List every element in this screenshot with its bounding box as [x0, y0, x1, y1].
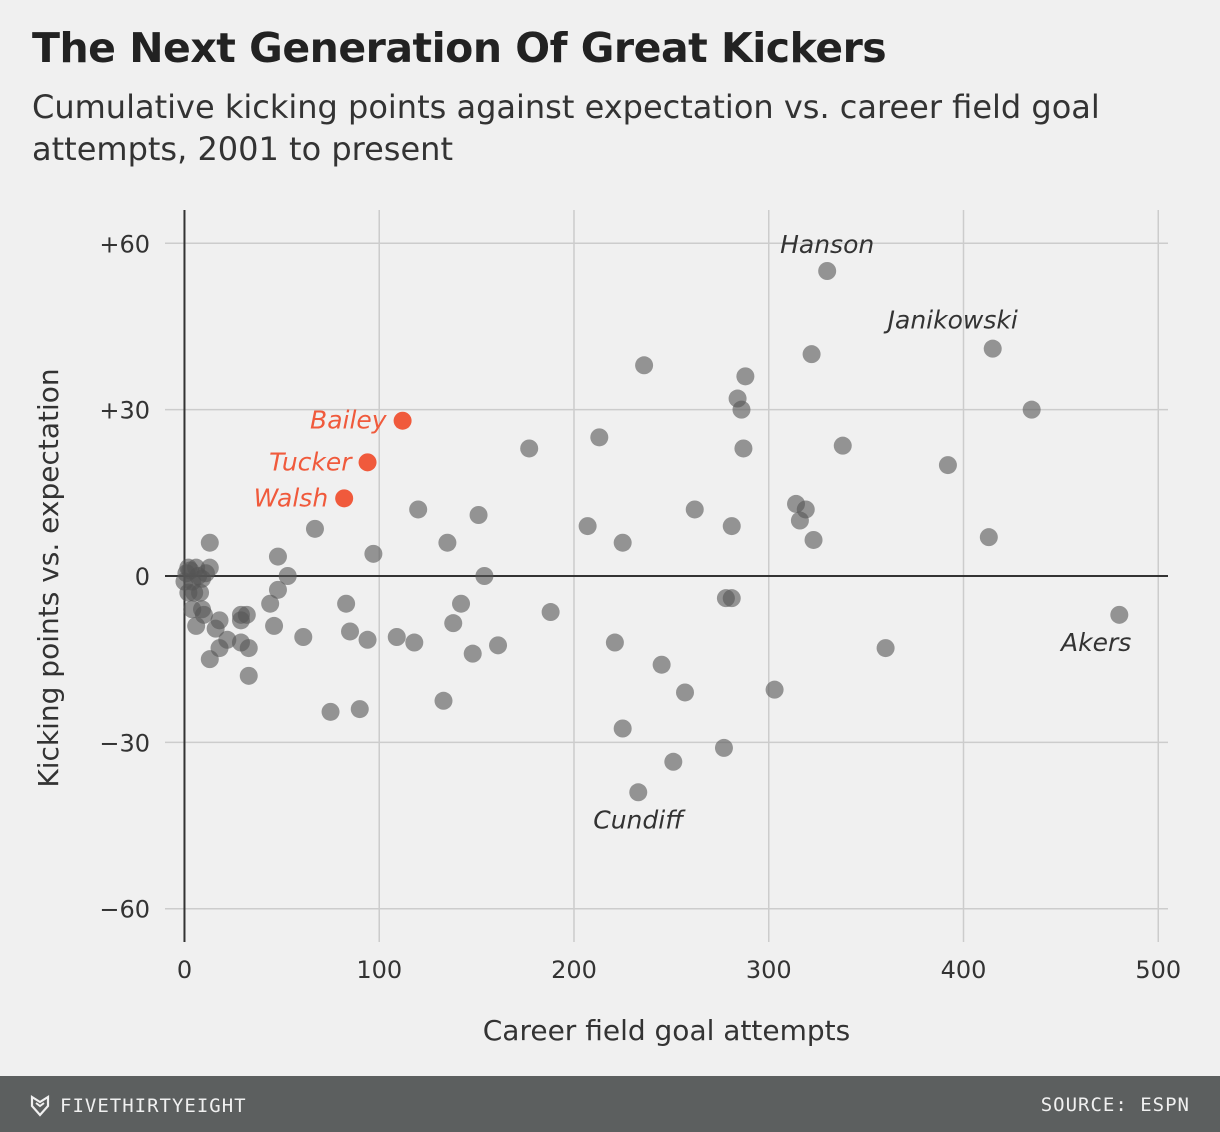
data-point [635, 356, 654, 375]
data-point [802, 345, 821, 364]
data-point [613, 533, 632, 552]
annotation-label: Akers [1059, 628, 1131, 657]
data-point [265, 616, 284, 635]
data-point [294, 628, 313, 646]
data-point [444, 614, 463, 633]
highlight-label: Bailey [310, 406, 388, 435]
data-point [387, 628, 406, 646]
data-point [1110, 605, 1129, 624]
data-point [187, 616, 206, 635]
data-point [652, 655, 671, 674]
highlight-label: Walsh [254, 483, 329, 512]
data-point [409, 500, 428, 519]
data-point [358, 630, 377, 649]
data-point [804, 530, 823, 549]
data-point [736, 367, 755, 386]
data-point [364, 544, 383, 563]
data-point [541, 603, 560, 622]
data-point [200, 650, 219, 669]
data-point [231, 611, 250, 630]
x-tick-label: 500 [1135, 956, 1181, 984]
data-point [979, 528, 998, 547]
annotation-label: Hanson [780, 230, 874, 259]
data-point [722, 517, 741, 536]
annotation-label: Janikowski [883, 306, 1018, 335]
data-point [239, 666, 258, 685]
data-point [305, 519, 324, 538]
data-point [434, 691, 453, 710]
data-point [261, 594, 280, 613]
x-tick-label: 400 [941, 956, 987, 984]
data-point [179, 558, 198, 577]
highlight-point [335, 489, 354, 508]
data-point [818, 262, 837, 280]
data-point [613, 719, 632, 738]
source-label: SOURCE: ESPN [1040, 1094, 1190, 1116]
highlight-label: Tucker [269, 447, 353, 476]
highlight-point [358, 453, 377, 472]
fivethirtyeight-logo-icon [30, 1095, 50, 1117]
chart-title: The Next Generation Of Great Kickers [32, 24, 887, 72]
data-point [489, 636, 508, 655]
data-point [732, 400, 751, 419]
y-tick-label: 0 [135, 563, 150, 591]
x-tick-label: 100 [356, 956, 402, 984]
data-point [714, 738, 733, 757]
data-point [337, 594, 356, 613]
annotation-label: Cundiff [593, 805, 686, 834]
highlight-point [393, 411, 412, 430]
data-point [722, 589, 741, 608]
y-tick-label: +30 [99, 397, 150, 425]
data-point [231, 633, 250, 652]
y-tick-label: −60 [99, 896, 150, 924]
data-point [321, 702, 340, 721]
data-point [876, 639, 895, 658]
footer-bar: FIVETHIRTYEIGHT SOURCE: ESPN [0, 1076, 1220, 1132]
data-point [765, 680, 784, 699]
x-tick-label: 0 [177, 956, 192, 984]
data-point [685, 500, 704, 519]
brand-name: FIVETHIRTYEIGHT [60, 1095, 247, 1117]
y-axis-label: Kicking points vs. expectation [32, 368, 65, 787]
data-point [578, 517, 597, 536]
data-point [676, 683, 695, 702]
x-tick-label: 300 [746, 956, 792, 984]
data-point [833, 436, 852, 455]
data-point [268, 547, 287, 566]
data-point [790, 511, 809, 530]
data-point [183, 600, 202, 619]
data-point [200, 533, 219, 552]
scatter-chart: 0 100 200 300 400 500 +60 +30 0 −30 −60 Career fiel… [32, 210, 1181, 1047]
data-point [405, 633, 424, 652]
y-tick-label: −30 [99, 729, 150, 757]
data-point [469, 506, 488, 524]
data-point [268, 580, 287, 599]
data-point [350, 700, 369, 719]
x-tick-label: 200 [551, 956, 597, 984]
data-point [452, 594, 471, 613]
y-tick-label: +60 [99, 230, 150, 258]
data-point [590, 428, 609, 447]
data-point [438, 533, 457, 552]
x-axis-label: Career field goal attempts [483, 1014, 851, 1047]
data-point [463, 644, 482, 663]
data-point [520, 439, 539, 458]
brand: FIVETHIRTYEIGHT [28, 1094, 247, 1118]
data-point [1022, 400, 1041, 419]
data-point [734, 439, 753, 458]
data-point [341, 622, 360, 641]
data-point [278, 567, 297, 585]
data-point [605, 633, 624, 652]
chart-subtitle: Cumulative kicking points against expect… [32, 88, 1100, 168]
data-point [206, 619, 225, 638]
data-point [938, 456, 957, 475]
data-point [475, 567, 494, 585]
data-point [629, 783, 648, 802]
data-point [664, 752, 683, 771]
data-point [983, 339, 1002, 358]
